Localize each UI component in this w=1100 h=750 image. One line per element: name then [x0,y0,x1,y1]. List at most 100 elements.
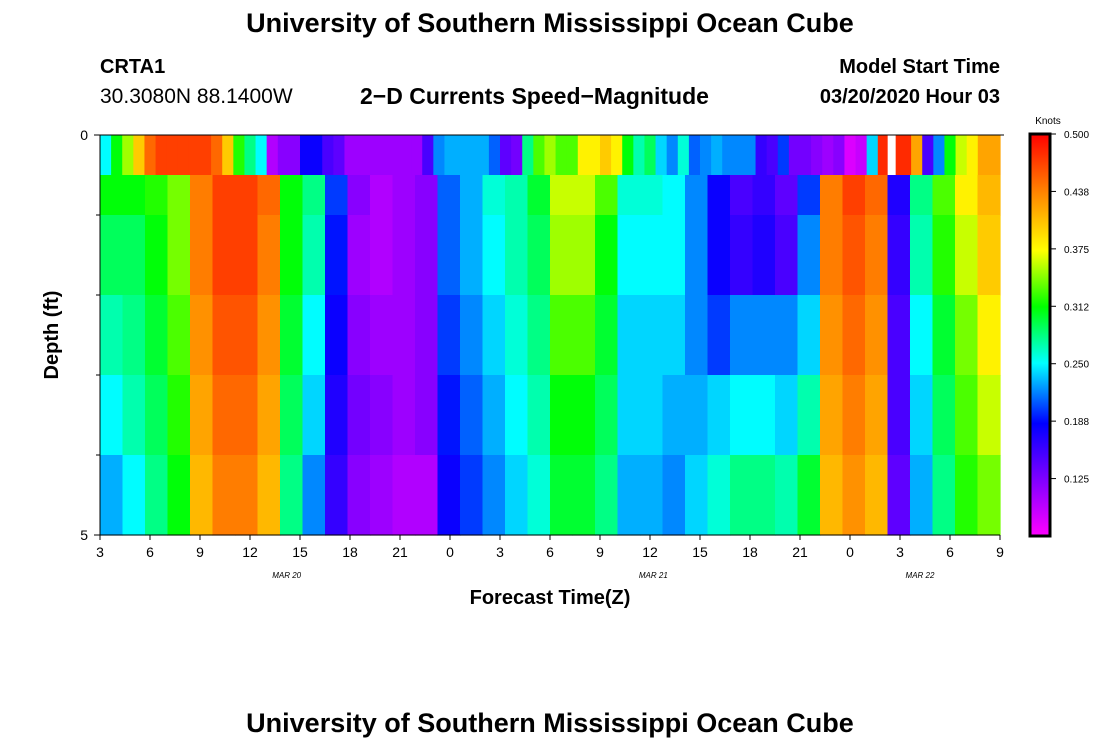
heatmap-cell [662,175,686,216]
heatmap-cell [572,295,596,376]
heatmap-cell [595,295,619,376]
heatmap-cell [977,175,1001,216]
heatmap-cell [100,375,124,456]
heatmap-cell [122,135,134,175]
heatmap-cell [415,295,439,376]
heatmap-cell [955,215,979,296]
heatmap-cell [347,455,371,536]
heatmap-cell [411,135,423,175]
heatmap-cell [944,135,957,175]
heatmap-cell [190,455,214,536]
heatmap-cell [437,375,461,456]
x-tick-label: 15 [692,544,708,560]
heatmap-cell [527,375,551,456]
heatmap-cell [325,215,349,296]
heatmap-cells [100,135,1001,536]
heatmap-cell [977,135,990,175]
heatmap-cell [544,135,557,175]
heatmap-cell [145,455,169,536]
heatmap-cell [100,135,112,175]
heatmap-cell [222,135,234,175]
heatmap-cell [311,135,323,175]
heatmap-cell [755,135,768,175]
heatmap-cell [167,375,191,456]
heatmap-cell [347,215,371,296]
heatmap-cell [280,375,304,456]
heatmap-cell [685,375,709,456]
heatmap-cell [212,215,236,296]
heatmap-cell [730,295,754,376]
heatmap-cell [145,295,169,376]
heatmap-cell [550,455,574,536]
heatmap-cell [482,175,506,216]
heatmap-cell [820,295,844,376]
heatmap-cell [730,375,754,456]
heatmap-cell [977,295,1001,376]
heatmap-cell [842,215,866,296]
heatmap-cell [377,135,390,175]
heatmap-cell [190,175,214,216]
heatmap-cell [233,135,246,175]
heatmap-cell [392,455,416,536]
heatmap-cell [572,175,596,216]
heatmap-cell [733,135,746,175]
heatmap-cell [415,175,439,216]
heatmap-cell [370,375,394,456]
plot-axes: 3 6 9 12 15 18 21 0 3 6 9 12 15 18 21 0 3 6 9 MAR 20 MAR 21 M… [41,127,1004,609]
heatmap-cell [842,375,866,456]
heatmap-cell [730,455,754,536]
heatmap-cell [415,215,439,296]
heatmap-cell [797,215,821,296]
heatmap-cell [200,135,212,175]
heatmap-cell [744,135,757,175]
heatmap-cell [685,455,709,536]
heatmap-cell [300,135,312,175]
heatmap-cell [688,135,701,175]
heatmap-cell [145,215,169,296]
x-date-label: MAR 21 [639,571,668,580]
heatmap-cell [722,135,734,175]
heatmap-cell [955,455,979,536]
x-tick-label: 21 [792,544,808,560]
model-start-label: Model Start Time [839,56,1000,78]
heatmap-cell [775,215,799,296]
heatmap-cell [257,455,281,536]
heatmap-cell [730,215,754,296]
heatmap-cell [666,135,679,175]
x-tick-label: 21 [392,544,408,560]
heatmap-cell [482,215,506,296]
heatmap-cell [322,135,334,175]
heatmap-cell [588,135,601,175]
heatmap-cell [505,455,529,536]
heatmap-cell [400,135,412,175]
heatmap-cell [370,295,394,376]
heatmap-cell [505,375,529,456]
heatmap-cell [477,135,490,175]
heatmap-cell [333,135,346,175]
heatmap-cell [166,135,179,175]
heatmap-cell [145,175,169,216]
heatmap-cell [460,175,484,216]
heatmap-cell [617,455,641,536]
heatmap-cell [820,175,844,216]
heatmap-cell [617,295,641,376]
heatmap-cell [511,135,523,175]
heatmap-cell [433,135,446,175]
heatmap-cell [966,135,979,175]
heatmap-cell [257,375,281,456]
heatmap-cell [662,375,686,456]
heatmap-cell [866,135,879,175]
heatmap-cell [347,295,371,376]
heatmap-cell [355,135,368,175]
x-tick-label: 12 [242,544,258,560]
heatmap-cell [844,135,857,175]
heatmap-cell [797,295,821,376]
heatmap-cell [111,135,123,175]
heatmap-cell [640,215,664,296]
heatmap-cell [167,175,191,216]
colorbar-tick-label: 0.375 [1064,245,1089,256]
colorbar-unit-label: Knots [1035,116,1061,127]
heatmap-cell [933,135,946,175]
